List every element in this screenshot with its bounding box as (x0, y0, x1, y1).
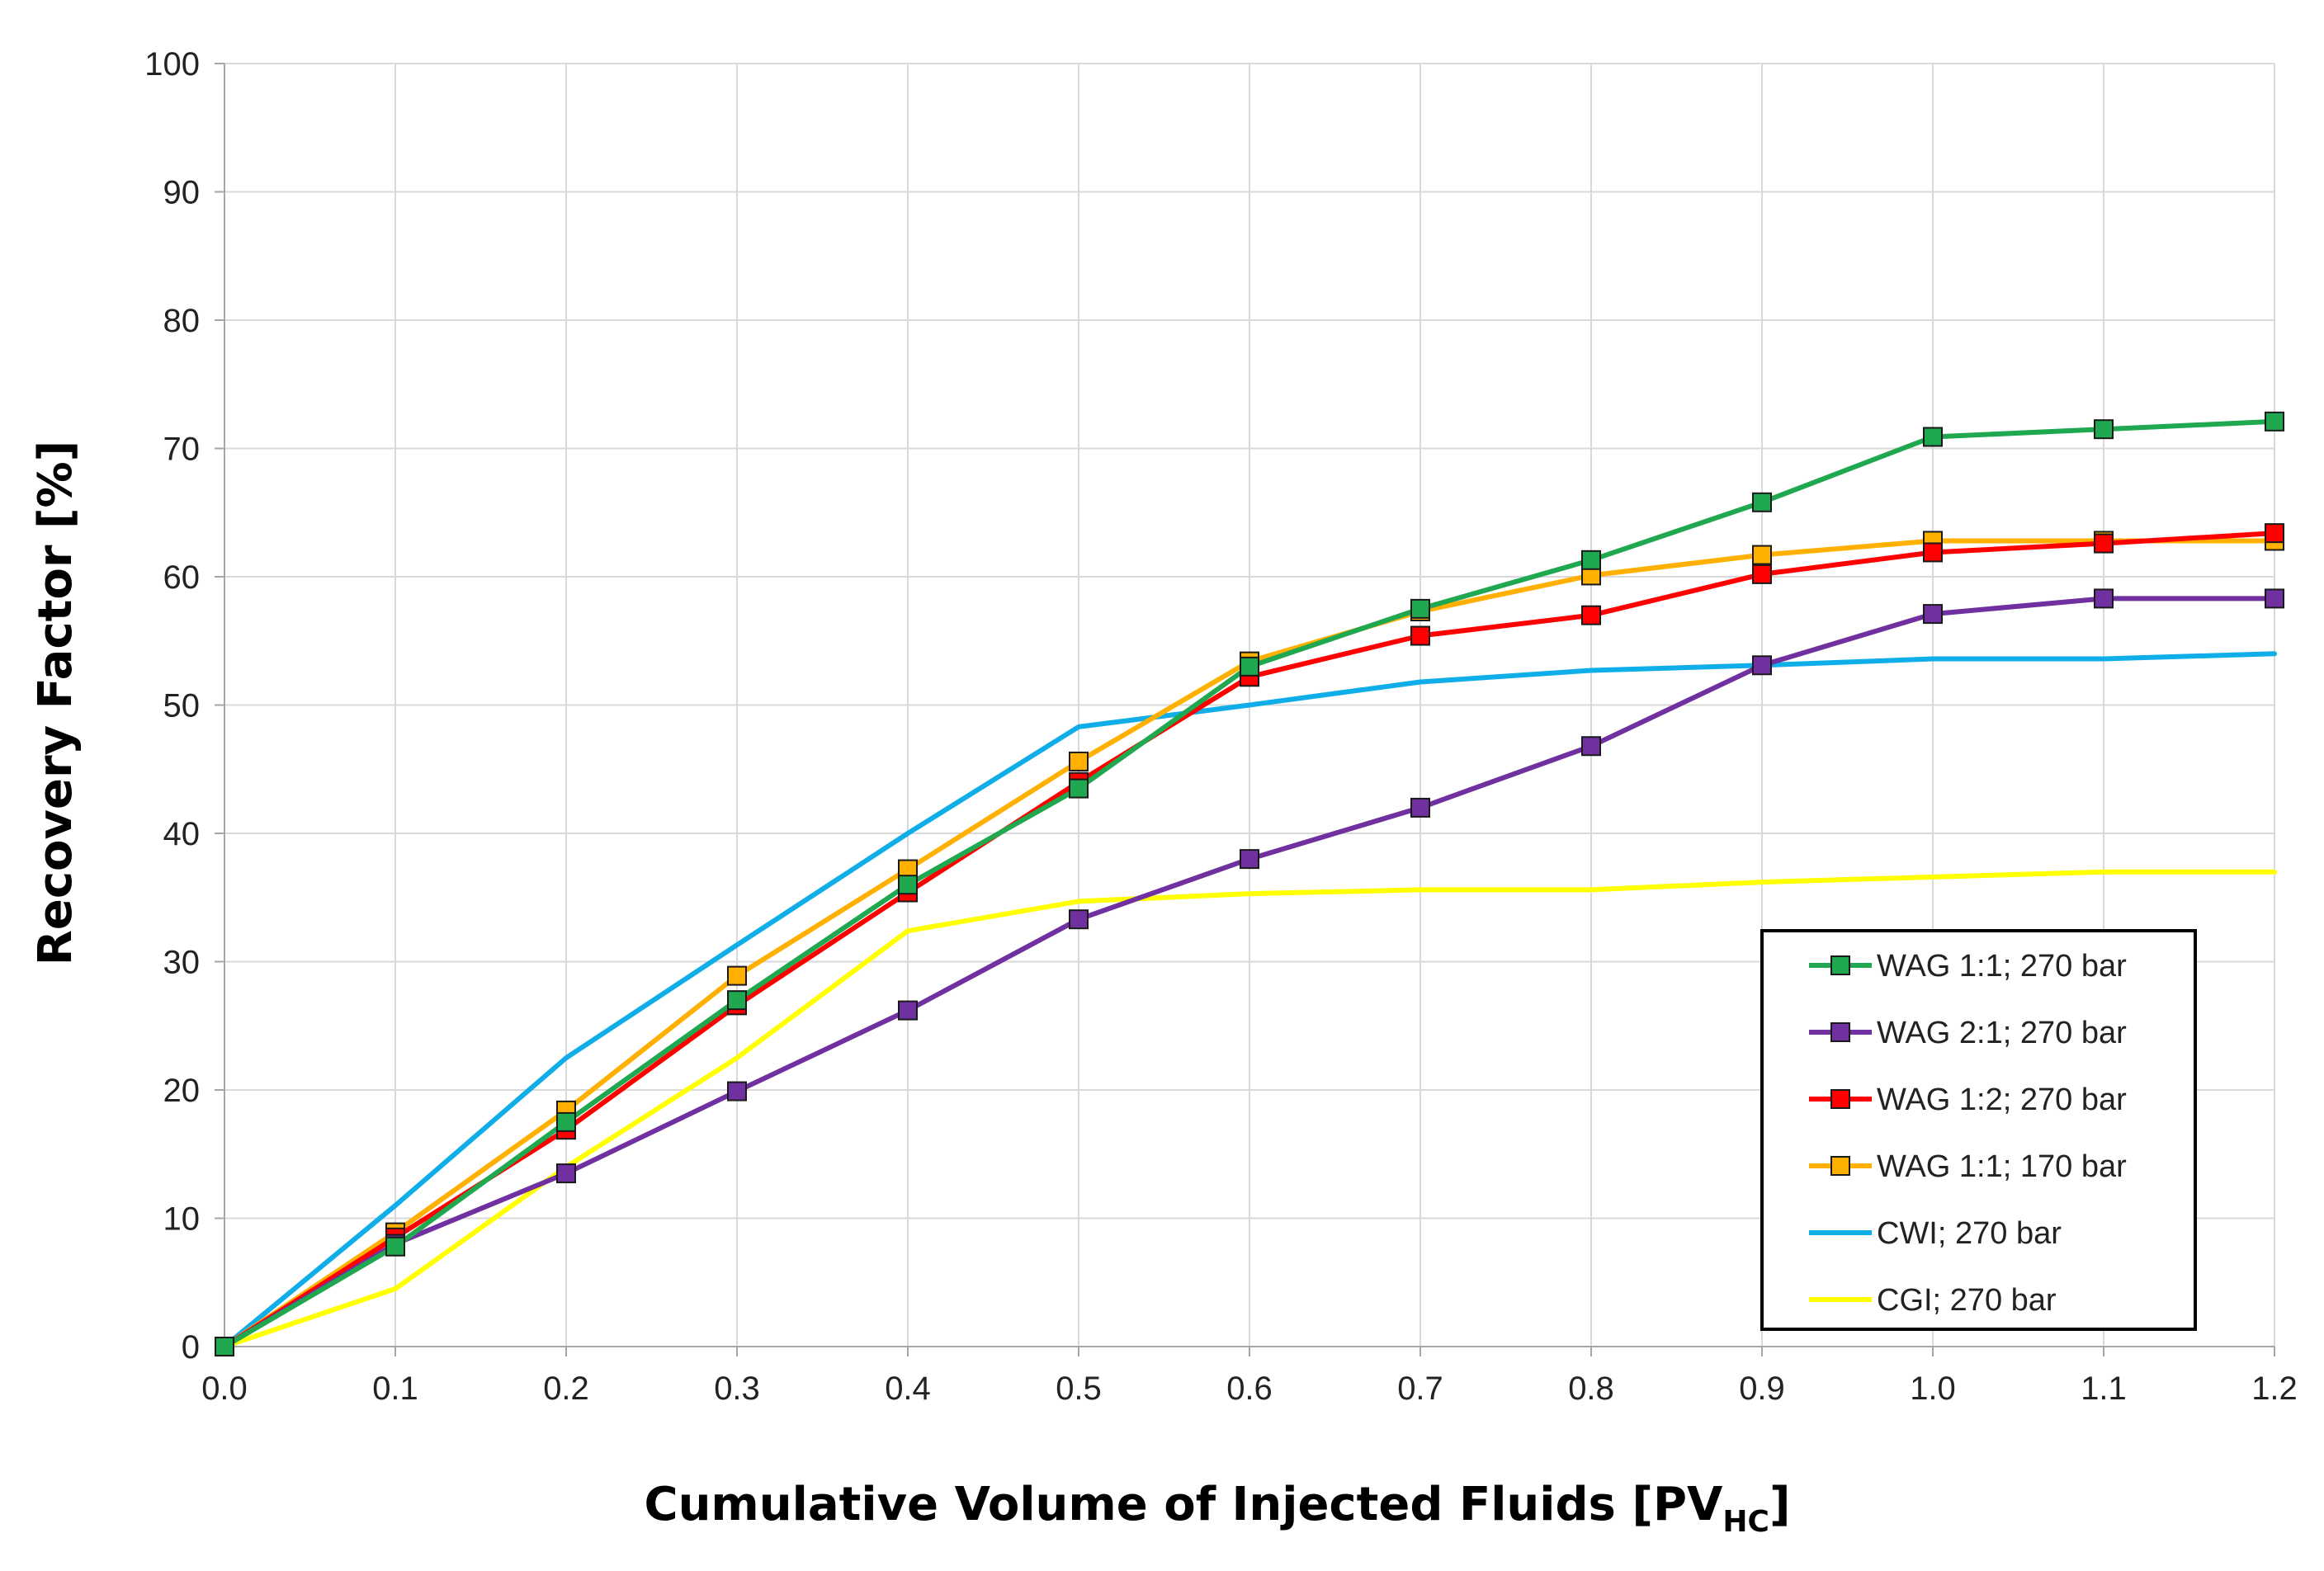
data-point-marker (556, 1163, 576, 1184)
x-axis-title-subscript: HC (1722, 1505, 1769, 1539)
x-tick-label: 0.3 (714, 1370, 760, 1407)
legend-swatch-marker (1830, 1089, 1850, 1109)
data-point-marker (1923, 604, 1943, 625)
y-tick-label: 30 (163, 945, 201, 981)
data-point-marker (1069, 778, 1089, 799)
legend-label: CGI; 270 bar (1877, 1283, 2057, 1318)
data-point-marker (1410, 797, 1430, 818)
x-tick-label: 0.1 (372, 1370, 418, 1407)
data-point-marker (1752, 545, 1772, 565)
series-line (222, 651, 2277, 1349)
y-axis-title: Recovery Factor [%] (29, 441, 83, 965)
x-axis-title-suffix: ] (1769, 1478, 1791, 1531)
data-point-marker (1410, 625, 1430, 646)
data-point-marker (2265, 411, 2284, 432)
data-point-marker (727, 965, 747, 986)
x-tick-label: 0.5 (1056, 1370, 1102, 1407)
y-tick-label: 100 (144, 46, 200, 83)
y-tick-label: 60 (163, 559, 201, 596)
x-tick-label: 0.0 (201, 1370, 248, 1407)
series-4 (222, 651, 2277, 1349)
data-point-marker (385, 1236, 405, 1257)
legend-label: WAG 2:1; 270 bar (1877, 1016, 2127, 1050)
legend-item: CWI; 270 bar (1809, 1216, 2062, 1251)
data-point-marker (2265, 523, 2284, 544)
x-tick-label: 0.8 (1568, 1370, 1614, 1407)
data-point-marker (1240, 656, 1259, 677)
legend-item: WAG 1:1; 270 bar (1809, 949, 2127, 984)
data-point-marker (1581, 736, 1601, 757)
data-point-marker (898, 1000, 918, 1021)
data-point-marker (215, 1337, 234, 1356)
data-point-marker (1752, 655, 1772, 676)
legend-swatch-marker (1830, 1022, 1850, 1042)
data-point-marker (1069, 751, 1089, 771)
data-point-marker (898, 875, 918, 895)
x-tick-label: 0.4 (885, 1370, 931, 1407)
x-tick-label: 0.7 (1397, 1370, 1443, 1407)
data-point-marker (1240, 849, 1259, 870)
data-point-marker (1752, 564, 1772, 584)
series-1 (215, 588, 2284, 1356)
data-point-marker (2094, 588, 2114, 609)
legend-item: CGI; 270 bar (1809, 1283, 2057, 1318)
y-tick-label: 20 (163, 1073, 201, 1109)
y-tick-label: 50 (163, 688, 201, 724)
y-tick-label: 80 (163, 303, 201, 339)
data-point-marker (1923, 542, 1943, 563)
series-group (215, 411, 2284, 1356)
legend-box (1760, 929, 2197, 1331)
x-axis-title: Cumulative Volume of Injected Fluids [PV… (644, 1478, 1790, 1539)
y-tick-label: 90 (163, 175, 201, 211)
legend-item: WAG 1:2; 270 bar (1809, 1083, 2127, 1117)
y-tick-label: 10 (163, 1201, 201, 1238)
x-tick-label: 1.0 (1910, 1370, 1956, 1407)
legend-label: WAG 1:1; 270 bar (1877, 949, 2127, 984)
data-point-marker (556, 1111, 576, 1132)
legend-swatch-marker (1830, 1156, 1850, 1176)
x-tick-label: 1.2 (2251, 1370, 2298, 1407)
x-tick-label: 0.6 (1226, 1370, 1273, 1407)
data-point-marker (1752, 492, 1772, 512)
y-tick-label: 70 (163, 432, 201, 468)
x-tick-label: 0.9 (1739, 1370, 1785, 1407)
data-point-marker (1069, 909, 1089, 930)
legend-item: WAG 2:1; 270 bar (1809, 1016, 2127, 1050)
tick-labels: 0 10 20 30 40 50 60 70 80 90 100 0.0 0.1 0.2 0.3 0.4 0.5… (144, 46, 2298, 1407)
data-point-marker (2094, 419, 2114, 440)
series-0 (215, 411, 2284, 1356)
data-point-marker (727, 1081, 747, 1102)
data-point-marker (2265, 588, 2284, 609)
data-point-marker (2094, 533, 2114, 554)
data-point-marker (1581, 605, 1601, 625)
y-tick-label: 0 (182, 1329, 200, 1366)
legend-item: WAG 1:1; 170 bar (1809, 1149, 2127, 1184)
data-point-marker (727, 990, 747, 1011)
data-point-marker (1581, 550, 1601, 570)
x-tick-label: 1.1 (2081, 1370, 2127, 1407)
data-point-marker (1410, 598, 1430, 619)
legend-swatch-marker (1830, 955, 1850, 975)
legend-label: WAG 1:2; 270 bar (1877, 1083, 2127, 1117)
y-tick-label: 40 (163, 816, 201, 852)
grid (224, 63, 2275, 1347)
legend: WAG 1:1; 270 bar WAG 2:1; 270 bar WAG 1:2;… (1760, 929, 2197, 1331)
legend-label: CWI; 270 bar (1877, 1216, 2062, 1251)
legend-label: WAG 1:1; 170 bar (1877, 1149, 2127, 1184)
x-tick-label: 0.2 (543, 1370, 589, 1407)
x-axis-title-main: Cumulative Volume of Injected Fluids [PV (644, 1478, 1723, 1531)
data-point-marker (1923, 427, 1943, 447)
